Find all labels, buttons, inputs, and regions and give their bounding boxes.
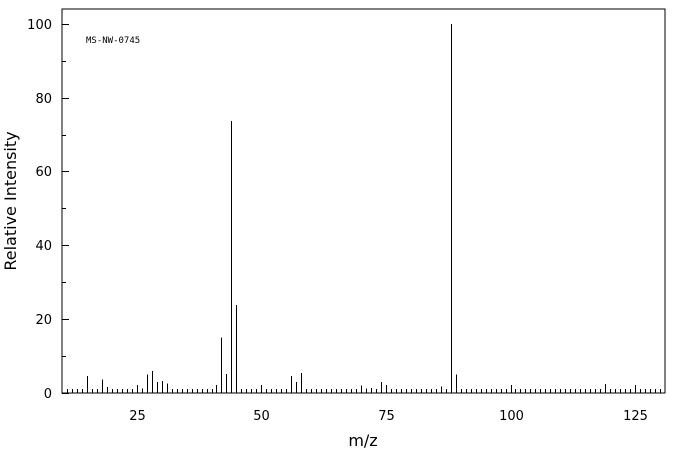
y-axis-title: Relative Intensity: [1, 131, 20, 270]
y-tick-label: 60: [35, 165, 52, 180]
y-tick-label: 100: [27, 18, 52, 33]
y-tick-label: 40: [35, 239, 52, 254]
x-tick-label: 50: [253, 409, 270, 424]
x-tick-label: 125: [623, 409, 648, 424]
x-axis-title: m/z: [348, 431, 377, 450]
x-minor-ticks: [67, 389, 661, 393]
y-axis-ticks: 0 20 40 60 80 100: [27, 18, 69, 402]
plot-frame: [61, 8, 666, 394]
x-tick-label: 25: [129, 409, 146, 424]
x-tick-label: 75: [378, 409, 395, 424]
spectrum-id-annotation: MS-NW-0745: [86, 36, 140, 46]
spectrum-peaks: [82, 23, 611, 393]
x-major-ticks: 25 50 75 100 125: [129, 385, 648, 424]
y-tick-label: 80: [35, 92, 52, 107]
x-tick-label: 100: [499, 409, 524, 424]
y-tick-label: 20: [35, 313, 52, 328]
y-tick-label: 0: [44, 387, 52, 402]
